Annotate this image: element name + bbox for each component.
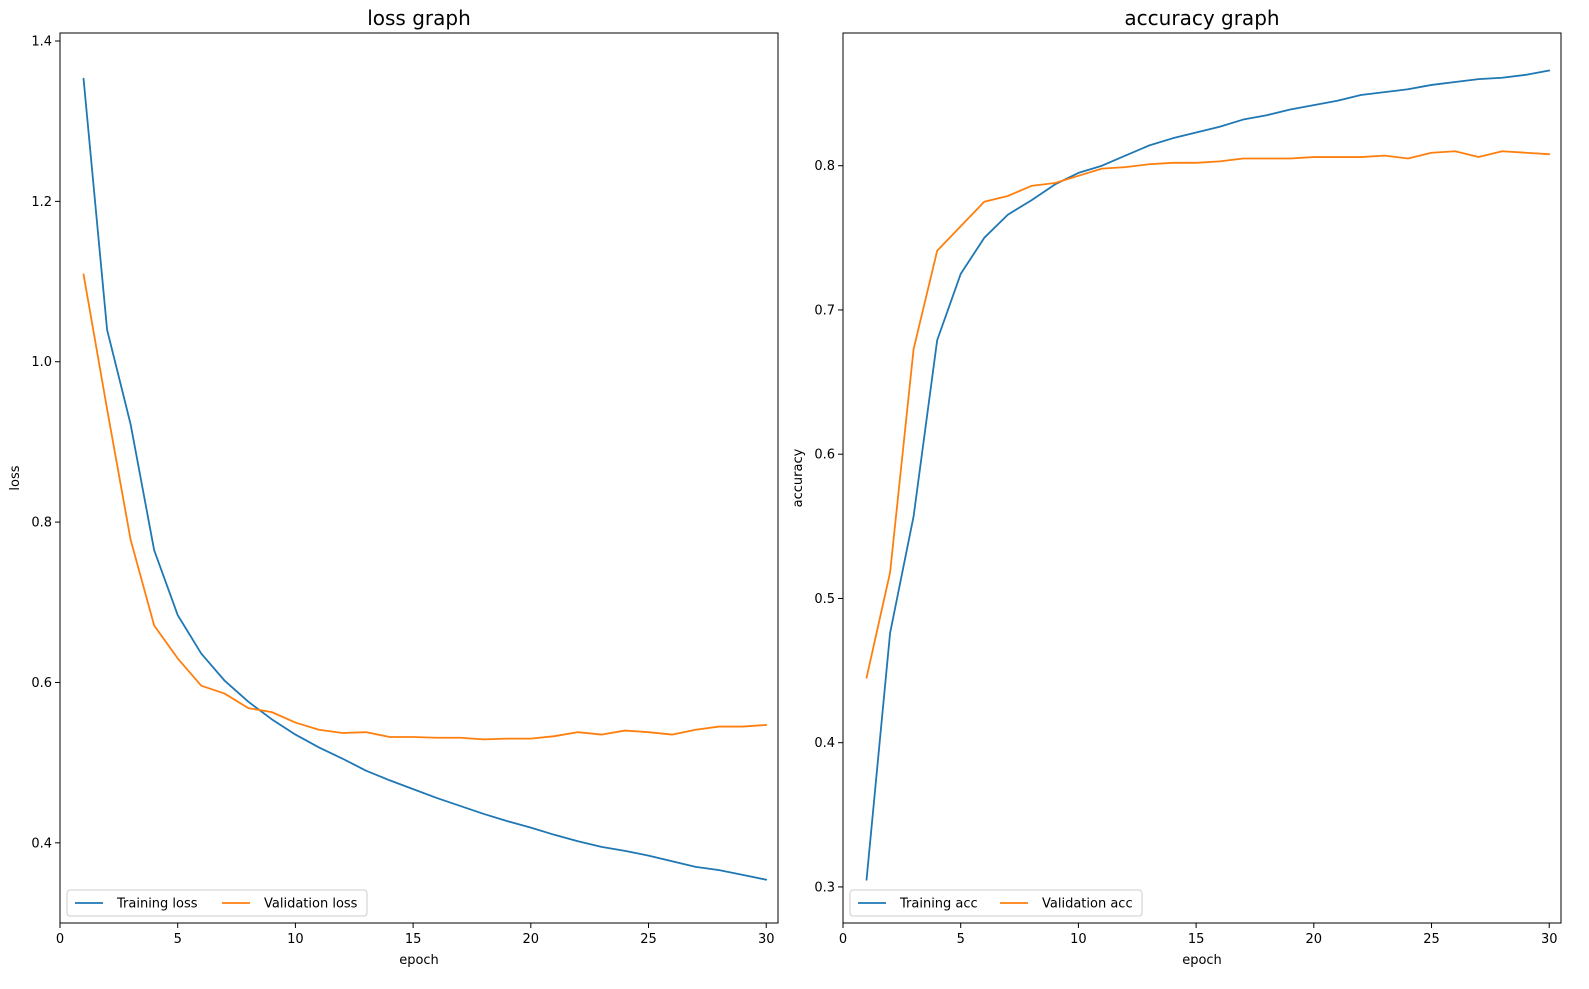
loss-y-tick-label: 0.6	[31, 676, 52, 691]
accuracy-x-tick-label: 10	[1070, 932, 1087, 947]
accuracy-legend-entry: Training acc	[899, 897, 978, 912]
accuracy-axes-frame	[842, 32, 1562, 924]
loss-x-tick-label: 5	[174, 932, 182, 947]
accuracy-chart-title: accuracy graph	[1124, 6, 1279, 30]
loss-x-tick-label: 10	[287, 932, 304, 947]
loss-x-tick-label: 0	[56, 932, 64, 947]
loss-legend-entry: Validation loss	[264, 897, 358, 912]
accuracy-legend: Training acc Validation acc	[849, 889, 1143, 917]
loss-y-axis-label: loss	[8, 465, 23, 490]
accuracy-y-tick-label: 0.3	[814, 880, 835, 895]
loss-y-tick-label: 0.8	[31, 516, 52, 531]
accuracy-series-line-validation-acc	[865, 150, 1551, 679]
loss-x-tick-label: 15	[405, 932, 422, 947]
accuracy-chart-panel: accuracy graph 0 5 10 15 20 25 30 0.3 0.4 0.5 0.6 0.…	[791, 6, 1562, 968]
accuracy-x-tick-label: 15	[1188, 932, 1205, 947]
loss-axes-frame	[59, 32, 779, 924]
accuracy-x-tick-label: 20	[1306, 932, 1323, 947]
loss-legend: Training loss Validation loss	[66, 889, 368, 917]
accuracy-y-tick-label: 0.8	[814, 159, 835, 174]
loss-x-tick-label: 30	[758, 932, 775, 947]
accuracy-x-tick-label: 25	[1423, 932, 1440, 947]
loss-y-tick-label: 1.2	[31, 195, 52, 210]
accuracy-x-axis-label: epoch	[1182, 953, 1222, 968]
accuracy-y-tick-label: 0.6	[814, 448, 835, 463]
accuracy-x-tick-label: 5	[957, 932, 965, 947]
accuracy-y-axis-label: accuracy	[791, 448, 806, 507]
loss-series-line-training-loss	[82, 77, 768, 881]
accuracy-x-tick-label: 0	[839, 932, 847, 947]
loss-y-tick-label: 1.0	[31, 355, 52, 370]
accuracy-legend-box	[849, 889, 1143, 917]
loss-x-axis-label: epoch	[399, 953, 439, 968]
accuracy-y-tick-label: 0.5	[814, 592, 835, 607]
accuracy-y-tick-label: 0.4	[814, 736, 835, 751]
accuracy-series-line-training-acc	[865, 69, 1551, 881]
loss-chart-title: loss graph	[367, 6, 471, 30]
accuracy-x-tick-label: 30	[1541, 932, 1558, 947]
loss-x-tick-label: 20	[523, 932, 540, 947]
loss-legend-entry: Training loss	[116, 897, 198, 912]
loss-y-tick-label: 1.4	[31, 35, 52, 50]
loss-legend-box	[66, 889, 368, 917]
loss-y-tick-label: 0.4	[31, 836, 52, 851]
accuracy-legend-entry: Validation acc	[1042, 897, 1133, 912]
loss-x-tick-label: 25	[640, 932, 657, 947]
loss-chart-panel: loss graph 0 5 10 15 20 25 30 0.4 0.6 0.8 1.0 1.2 1.4…	[8, 6, 779, 968]
accuracy-y-tick-label: 0.7	[814, 303, 835, 318]
loss-series-line-validation-loss	[82, 273, 768, 741]
